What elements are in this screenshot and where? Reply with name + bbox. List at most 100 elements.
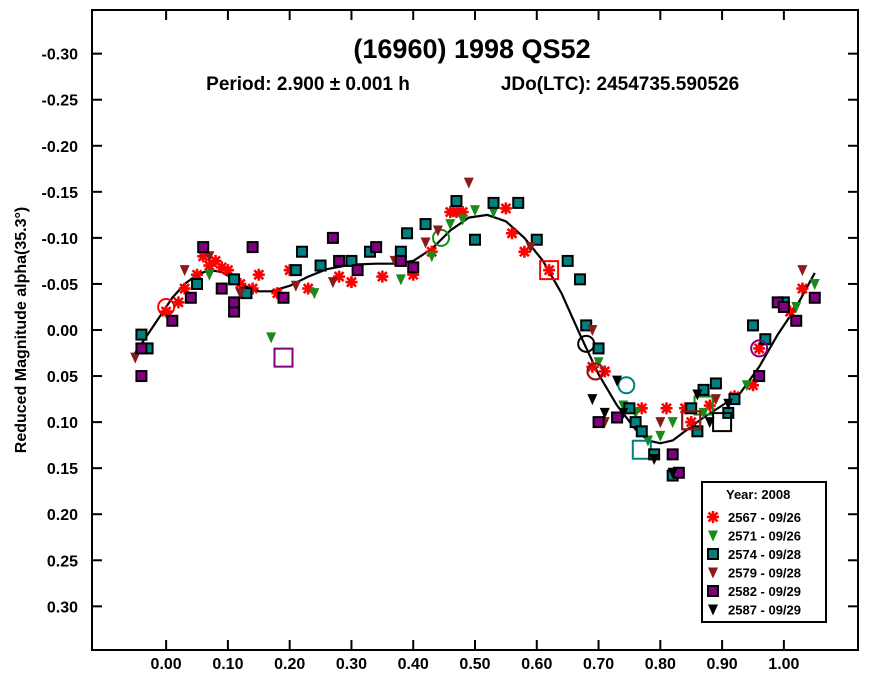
legend-entry-label: 2579 - 09/28 <box>728 566 801 581</box>
legend-entry-label: 2582 - 09/29 <box>728 584 801 599</box>
y-tick-label: -0.30 <box>42 47 79 64</box>
x-tick-label: 0.60 <box>521 656 552 673</box>
data-point <box>333 270 346 283</box>
data-point <box>561 254 574 267</box>
data-point <box>598 365 611 378</box>
x-tick-label: 0.40 <box>398 656 429 673</box>
data-point <box>376 270 389 283</box>
data-point <box>599 407 610 419</box>
data-point <box>204 251 215 263</box>
data-point <box>809 278 820 290</box>
data-point <box>401 227 414 240</box>
y-tick-label: -0.10 <box>42 231 79 248</box>
data-point <box>790 314 803 327</box>
legend-box <box>701 481 827 623</box>
data-point <box>487 196 500 209</box>
data-point <box>191 268 204 281</box>
legend-entry-label: 2574 - 09/28 <box>728 547 801 562</box>
data-point <box>518 245 531 258</box>
data-points <box>130 177 821 482</box>
data-point <box>710 394 721 406</box>
data-point <box>166 314 179 327</box>
data-point <box>252 268 265 281</box>
y-tick-label: 0.00 <box>47 323 78 340</box>
data-point <box>587 325 598 336</box>
x-tick-label: 0.20 <box>274 656 305 673</box>
data-point <box>184 291 197 304</box>
data-point <box>221 264 234 277</box>
data-point <box>445 219 456 231</box>
circled-point <box>586 362 605 381</box>
data-point <box>753 370 766 383</box>
circled-point <box>432 228 451 247</box>
data-point <box>655 430 666 442</box>
data-point <box>649 453 660 465</box>
data-point <box>314 259 327 272</box>
data-point <box>277 291 290 304</box>
data-point <box>574 273 587 286</box>
y-tick-label: 0.20 <box>47 507 78 524</box>
data-point <box>215 282 228 295</box>
data-point <box>791 301 802 313</box>
x-axis: 0.00 0.10 0.20 0.30 0.40 0.50 0.60 0.70 0.80 0.90… <box>151 10 800 673</box>
circled-point <box>750 339 769 358</box>
y-tick-label: -0.20 <box>42 139 79 156</box>
y-tick-label: 0.25 <box>47 553 78 570</box>
data-point <box>635 425 648 438</box>
data-point <box>289 264 302 277</box>
y-axis: -0.30 -0.25 -0.20 -0.15 -0.10 -0.05 0.00 0.05 0.… <box>42 47 858 616</box>
y-tick-label: 0.15 <box>47 461 78 478</box>
data-point <box>543 264 556 277</box>
circled-point <box>617 376 636 395</box>
data-point <box>666 448 679 461</box>
boxed-point <box>273 347 294 368</box>
data-point <box>685 402 698 415</box>
data-point <box>704 417 715 429</box>
data-point <box>685 416 698 429</box>
data-point <box>345 254 358 267</box>
legend-marker <box>707 585 719 597</box>
data-point <box>370 241 383 254</box>
data-point <box>246 241 259 254</box>
y-tick-label: -0.05 <box>42 277 79 294</box>
data-point <box>512 196 525 209</box>
series-4 <box>130 177 808 431</box>
series-1 <box>157 202 809 431</box>
boxed-point <box>539 260 560 281</box>
data-point <box>587 394 598 406</box>
data-point <box>130 352 141 364</box>
data-point <box>667 417 678 429</box>
data-point <box>612 375 623 387</box>
data-point <box>179 265 190 277</box>
data-point <box>309 288 320 300</box>
data-point <box>525 242 536 254</box>
data-point <box>499 202 512 215</box>
chart-subtitle-epoch: JDo(LTC): 2454735.590526 <box>501 74 739 95</box>
data-point <box>394 254 407 267</box>
data-point <box>235 288 246 300</box>
x-tick-label: 1.00 <box>768 656 799 673</box>
x-tick-label: 0.90 <box>707 656 738 673</box>
data-point <box>296 245 309 258</box>
legend-title: Year: 2008 <box>726 487 790 502</box>
legend-marker <box>708 604 718 616</box>
data-point <box>777 300 790 313</box>
data-point <box>351 264 364 277</box>
chart-subtitle-period: Period: 2.900 ± 0.001 h <box>206 74 410 95</box>
data-point <box>660 402 673 415</box>
data-point <box>592 416 605 429</box>
data-point <box>419 218 432 231</box>
data-point <box>692 389 703 401</box>
x-tick-label: 0.10 <box>212 656 243 673</box>
data-point <box>593 357 604 369</box>
data-point <box>197 241 210 254</box>
data-point <box>746 319 759 332</box>
data-point <box>530 233 543 246</box>
legend-marker <box>707 548 719 560</box>
y-axis-label: Reduced Magnitude alpha(35.3°) <box>13 207 30 453</box>
data-point <box>420 237 431 249</box>
data-point <box>160 305 173 318</box>
data-point <box>469 233 481 246</box>
data-point <box>204 269 215 281</box>
